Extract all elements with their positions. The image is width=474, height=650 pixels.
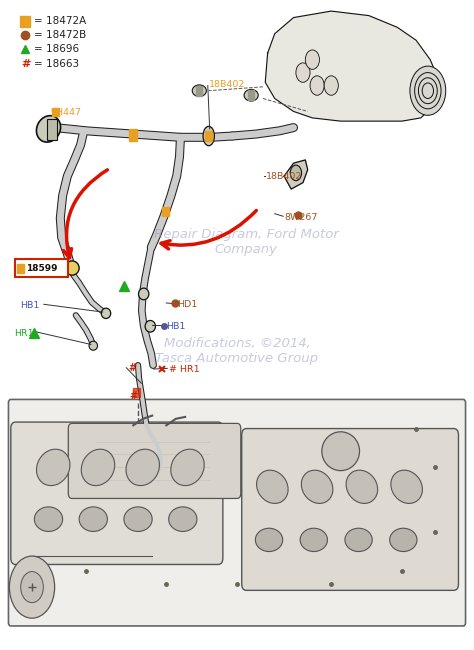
FancyBboxPatch shape xyxy=(11,422,223,564)
Text: #: # xyxy=(129,391,137,401)
Bar xyxy=(46,119,57,140)
Circle shape xyxy=(9,556,55,618)
Ellipse shape xyxy=(169,507,197,532)
Text: 18B402: 18B402 xyxy=(209,80,245,89)
Ellipse shape xyxy=(65,261,79,275)
Circle shape xyxy=(324,76,338,96)
Bar xyxy=(128,129,137,140)
Circle shape xyxy=(410,66,446,115)
Ellipse shape xyxy=(138,288,149,300)
Circle shape xyxy=(290,165,301,181)
Polygon shape xyxy=(265,11,439,121)
Ellipse shape xyxy=(79,507,108,532)
Bar xyxy=(17,264,24,273)
Bar xyxy=(205,131,212,140)
Ellipse shape xyxy=(101,308,111,318)
Text: = 18663: = 18663 xyxy=(35,58,80,68)
Ellipse shape xyxy=(345,528,372,552)
FancyBboxPatch shape xyxy=(9,400,465,626)
Ellipse shape xyxy=(145,320,155,332)
Bar xyxy=(52,107,59,116)
Circle shape xyxy=(310,76,324,96)
Text: HB1: HB1 xyxy=(166,322,186,332)
Ellipse shape xyxy=(322,432,359,471)
FancyBboxPatch shape xyxy=(15,259,68,277)
Text: = 18472B: = 18472B xyxy=(35,30,87,40)
Ellipse shape xyxy=(300,528,328,552)
Bar xyxy=(20,16,30,27)
Ellipse shape xyxy=(390,528,417,552)
Bar xyxy=(248,90,254,100)
Bar xyxy=(133,388,140,398)
Ellipse shape xyxy=(256,470,288,504)
Ellipse shape xyxy=(35,507,63,532)
Ellipse shape xyxy=(171,449,204,486)
Text: HR1: HR1 xyxy=(15,329,34,338)
Text: = 18472A: = 18472A xyxy=(35,16,87,26)
Ellipse shape xyxy=(391,470,422,504)
Ellipse shape xyxy=(126,449,159,486)
Text: HB1: HB1 xyxy=(20,301,40,310)
Polygon shape xyxy=(284,160,308,189)
Ellipse shape xyxy=(346,470,378,504)
Ellipse shape xyxy=(255,528,283,552)
Bar xyxy=(162,207,169,216)
Text: Modifications, ©2014,: Modifications, ©2014, xyxy=(164,337,310,350)
Text: 18B402: 18B402 xyxy=(266,172,302,181)
Text: Repair Diagram, Ford Motor: Repair Diagram, Ford Motor xyxy=(154,228,339,241)
Text: 8W267: 8W267 xyxy=(284,213,318,222)
Circle shape xyxy=(305,50,319,70)
Text: Tasca Automotive Group: Tasca Automotive Group xyxy=(155,352,319,365)
Ellipse shape xyxy=(81,449,115,486)
Text: 9H447: 9H447 xyxy=(51,108,82,117)
FancyBboxPatch shape xyxy=(68,423,241,499)
Text: Company: Company xyxy=(215,243,278,256)
Ellipse shape xyxy=(244,90,258,101)
Text: = 18696: = 18696 xyxy=(35,44,80,55)
Circle shape xyxy=(296,63,310,83)
Ellipse shape xyxy=(203,126,214,146)
Text: #: # xyxy=(22,58,31,68)
Ellipse shape xyxy=(36,116,61,142)
Bar xyxy=(197,86,202,96)
FancyBboxPatch shape xyxy=(242,428,458,590)
Text: HD1: HD1 xyxy=(177,300,197,309)
Ellipse shape xyxy=(301,470,333,504)
Ellipse shape xyxy=(192,85,206,97)
Ellipse shape xyxy=(36,449,70,486)
Text: # HR1: # HR1 xyxy=(169,365,200,374)
Text: #: # xyxy=(128,363,137,372)
Text: 18599: 18599 xyxy=(26,263,57,272)
Circle shape xyxy=(21,571,43,603)
Ellipse shape xyxy=(89,341,98,350)
Ellipse shape xyxy=(124,507,152,532)
